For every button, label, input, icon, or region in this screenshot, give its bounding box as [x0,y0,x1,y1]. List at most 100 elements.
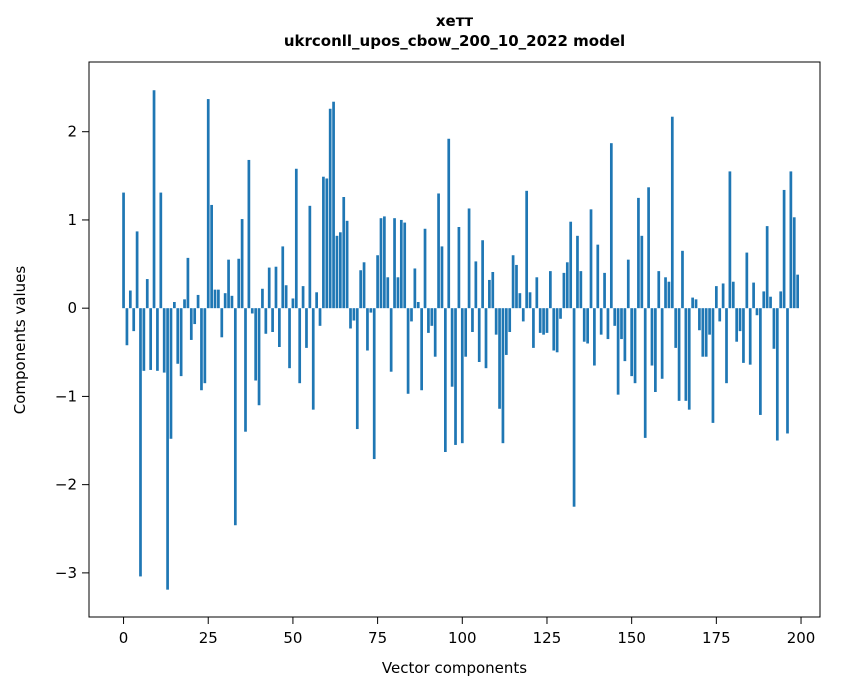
bar [450,308,454,387]
bar [173,302,176,309]
x-tick-label: 50 [283,629,302,647]
bar [640,235,644,309]
bar [528,292,532,309]
bar [349,308,352,329]
bar [420,308,423,391]
bar [189,308,193,340]
bar [210,204,213,309]
bar [328,108,332,309]
bar [311,308,315,410]
x-tick-label: 150 [617,629,646,647]
bar [477,308,481,362]
bar [728,171,732,309]
x-tick-label: 175 [702,629,731,647]
bar [752,282,755,309]
bar [471,308,474,332]
bar [769,296,772,309]
bar [399,219,403,309]
bar [711,308,715,423]
bar [508,308,512,332]
bar [213,289,217,309]
bar [504,308,508,355]
x-tick-label: 125 [533,629,562,647]
bar [731,281,735,309]
bar [332,101,335,309]
bar [589,209,593,309]
bar [142,308,146,371]
bar [538,308,542,333]
bar [264,308,268,334]
bar [237,258,241,309]
bar [535,277,539,309]
bar [166,308,169,590]
bar [203,308,207,384]
bar [599,308,603,335]
bar [179,308,183,377]
bar [338,232,342,309]
bar [315,292,318,309]
y-tick-label: −2 [55,476,77,494]
bar [149,308,153,370]
bar [250,308,254,314]
bar [484,308,488,369]
y-tick-label: 2 [67,123,77,141]
bar [403,222,407,309]
bar [274,266,278,309]
bar [125,308,129,346]
bar [650,308,654,366]
bar [596,244,600,309]
y-tick-label: −3 [55,564,77,582]
bar [718,308,722,322]
bar [667,281,671,309]
bar [630,308,634,377]
bar [233,308,237,526]
bar [284,285,288,309]
bar [755,308,759,316]
bar [257,308,261,406]
bar [254,308,258,381]
bar [433,308,437,357]
axes-border [88,61,821,618]
bar [572,308,576,507]
bar [162,308,166,373]
bar [281,246,285,309]
bar [267,267,271,309]
bar [738,308,742,332]
bar [782,189,786,309]
bar [372,308,376,460]
bar [593,308,596,366]
bar [196,294,200,309]
bar [498,308,501,409]
bar [291,298,295,309]
bar [511,255,515,309]
bar [565,262,569,309]
bar [376,255,379,309]
bar [735,308,739,342]
bar [643,308,647,438]
bar [545,308,549,333]
bar [169,308,173,439]
y-tick-label: 1 [67,211,77,229]
bar [386,277,390,309]
bar [369,308,373,313]
bar [704,308,708,357]
bar [288,308,291,369]
bar [674,308,678,348]
bar [521,308,525,322]
bar [555,308,559,353]
bar [620,308,623,340]
bar [345,220,349,309]
bar [298,308,302,384]
bar [271,308,274,332]
bar [491,272,495,309]
bar [684,308,688,401]
bar [176,308,180,364]
bar [789,171,793,309]
bar [762,291,766,309]
bar [775,308,779,441]
bar [796,274,799,309]
bar [122,192,125,309]
y-tick-label: −1 [55,387,77,405]
bar [261,288,264,309]
bar [437,193,440,309]
